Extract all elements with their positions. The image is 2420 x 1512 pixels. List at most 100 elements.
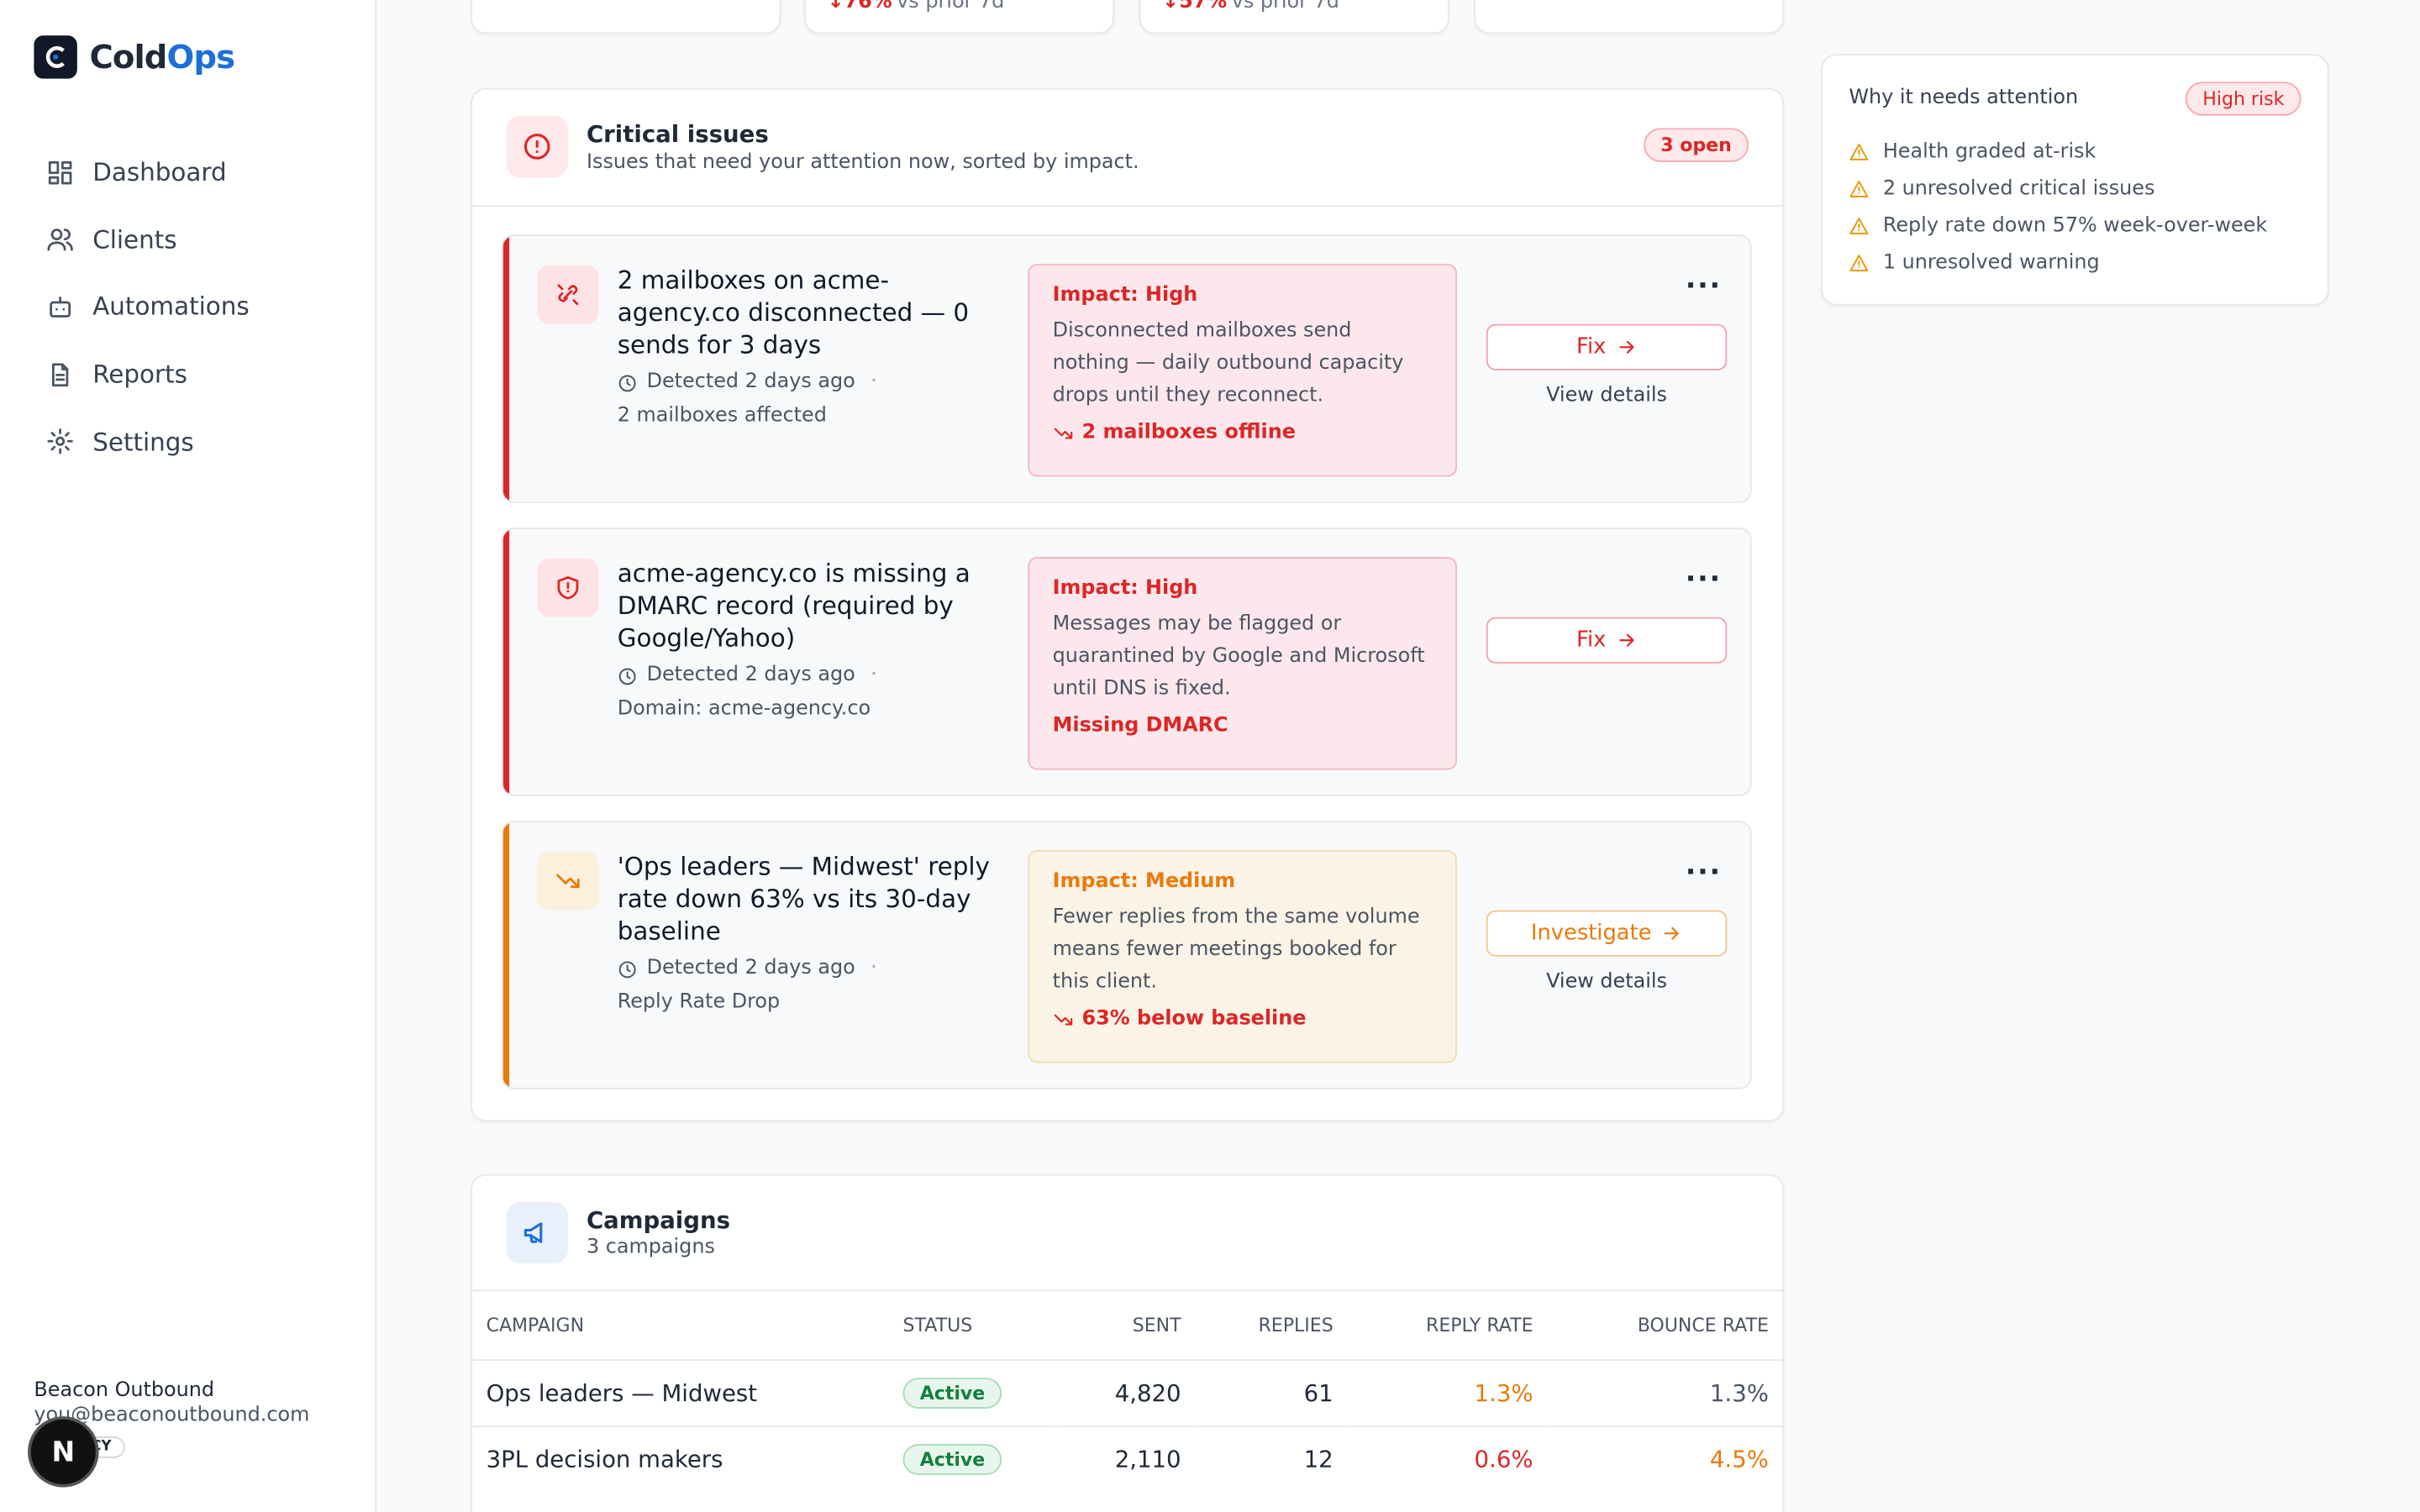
attention-text: Health graded at-risk xyxy=(1882,139,2096,163)
trend-icon xyxy=(1053,1008,1075,1030)
attention-list: Health graded at-risk 2 unresolved critic… xyxy=(1849,133,2267,281)
warning-icon xyxy=(1849,141,1869,161)
sidebar: ColdOps Dashboard Clients Automations Report… xyxy=(0,0,377,1512)
issue-meta: Detected 2 days ago 2 mailboxes affected xyxy=(618,365,1003,433)
metric-text: Missing DMARC xyxy=(1052,714,1228,738)
stat-card: ↓57% vs prior 7d xyxy=(1139,0,1449,34)
reply-rate: 0.6% xyxy=(1347,1425,1548,1493)
risk-badge: High risk xyxy=(2186,81,2302,116)
campaign-row[interactable]: 3PL decision makers Active 2,110 12 0.6% 4.5% xyxy=(472,1425,1783,1493)
impact-box: Impact: Medium Fewer replies from the sam… xyxy=(1028,850,1457,1063)
more-menu[interactable]: ··· xyxy=(1685,856,1722,889)
clock-icon xyxy=(618,666,638,686)
impact-box: Impact: High Messages may be flagged or q… xyxy=(1028,557,1457,770)
card-subtitle: 3 campaigns xyxy=(586,1236,715,1259)
header-icon xyxy=(506,1201,568,1264)
campaign-name: 3PL decision makers xyxy=(472,1425,889,1493)
impact-label: Impact: High xyxy=(1052,576,1198,601)
nav-label: Dashboard xyxy=(92,157,227,187)
arrow-icon xyxy=(1660,922,1682,944)
nav-icon xyxy=(46,226,74,254)
nav-item[interactable]: Clients xyxy=(46,206,250,273)
stat-note: vs prior 7d xyxy=(897,0,1005,14)
action-button[interactable]: Fix xyxy=(1486,323,1728,370)
action-label: Investigate xyxy=(1530,921,1652,946)
brand-name: ColdOps xyxy=(89,38,236,76)
nav-label: Automations xyxy=(92,292,250,322)
stat-delta: ↓76% xyxy=(827,0,892,14)
sent: 2,110 xyxy=(1055,1425,1196,1493)
issue-text: acme-agency.co is missing a DMARC record… xyxy=(618,557,1003,727)
clock-icon xyxy=(618,959,638,979)
nav-item[interactable]: Reports xyxy=(46,341,250,408)
status-badge: Active xyxy=(902,1444,1002,1475)
issue-meta: Detected 2 days ago Reply Rate Drop xyxy=(618,952,1003,1020)
view-details[interactable]: View details xyxy=(1546,970,1667,994)
issue-detected: Detected 2 days ago xyxy=(618,952,1003,985)
issue-text: 'Ops leaders — Midwest' reply rate down … xyxy=(618,850,1003,1020)
card-subtitle: Issues that need your attention now, sor… xyxy=(586,151,1139,175)
stat-card xyxy=(471,0,781,34)
header-row: CAMPAIGN STATUS SENT REPLIES REPLY RATE BOUNC… xyxy=(472,1290,1783,1360)
dev-indicator[interactable]: N xyxy=(30,1419,96,1484)
stat-card: ↓76% vs prior 7d xyxy=(803,0,1115,34)
stat-note: vs prior 7d xyxy=(1231,0,1339,14)
card-title: Campaigns xyxy=(586,1206,730,1235)
issue-card: 'Ops leaders — Midwest' reply rate down … xyxy=(501,821,1752,1089)
nav-icon xyxy=(46,159,74,186)
attention-item: Health graded at-risk xyxy=(1849,133,2267,170)
impact-metric: 2 mailboxes offline xyxy=(1053,421,1433,444)
action-label: Fix xyxy=(1576,627,1607,653)
impact-label: Impact: Medium xyxy=(1052,869,1236,894)
warning-icon xyxy=(1849,178,1869,198)
severity-bar xyxy=(502,529,510,795)
view-details[interactable]: View details xyxy=(1546,384,1667,407)
attention-text: 1 unresolved warning xyxy=(1882,250,2100,275)
arrow-icon xyxy=(1615,629,1637,651)
impact-metric: 63% below baseline xyxy=(1053,1007,1433,1031)
action-button[interactable]: Fix xyxy=(1486,617,1728,664)
issue-title: acme-agency.co is missing a DMARC record… xyxy=(617,558,971,653)
impact-label: Impact: High xyxy=(1052,283,1198,307)
campaigns-card: Campaigns 3 campaigns CAMPAIGN STATUS SENT RE… xyxy=(471,1173,1785,1512)
stat-card xyxy=(1474,0,1785,34)
brand-primary: Cold xyxy=(89,38,168,76)
action-button[interactable]: Investigate xyxy=(1486,910,1728,957)
issue-text: 2 mailboxes on acme-agency.co disconnect… xyxy=(618,264,1003,433)
nav-item[interactable]: Dashboard xyxy=(46,139,250,206)
more-menu[interactable]: ··· xyxy=(1685,563,1722,596)
stat-delta: ↓57% xyxy=(1162,0,1228,14)
bounce-rate: 4.5% xyxy=(1547,1425,1783,1493)
brand: ColdOps xyxy=(34,35,236,79)
nav-label: Clients xyxy=(92,224,177,255)
issue-card: 2 mailboxes on acme-agency.co disconnect… xyxy=(501,234,1752,503)
more-menu[interactable]: ··· xyxy=(1685,270,1722,303)
table-body: Ops leaders — Midwest Active 4,820 61 1.3% 1.… xyxy=(472,1359,1783,1493)
reply-rate: 1.3% xyxy=(1347,1359,1548,1427)
nav-item[interactable]: Automations xyxy=(46,273,250,340)
nav-item[interactable]: Settings xyxy=(46,408,250,475)
replies: 61 xyxy=(1195,1359,1348,1427)
attention-title: Why it needs attention xyxy=(1849,86,2079,110)
warning-icon xyxy=(1849,215,1869,235)
campaign-row[interactable]: Ops leaders — Midwest Active 4,820 61 1.3% 1.… xyxy=(472,1359,1783,1427)
issue-icon xyxy=(537,558,599,617)
campaign-name: Ops leaders — Midwest xyxy=(472,1359,889,1427)
nav-icon xyxy=(46,428,74,455)
clock-icon xyxy=(618,373,638,393)
issue-scope: Reply Rate Drop xyxy=(617,990,781,1014)
issue-detected: Detected 2 days ago xyxy=(618,659,1003,692)
issue-scope: Domain: acme-agency.co xyxy=(617,697,871,721)
impact-text: Disconnected mailboxes send nothing — da… xyxy=(1052,319,1404,407)
nav-label: Reports xyxy=(92,360,187,390)
sent: 4,820 xyxy=(1055,1359,1196,1427)
account-name: Beacon Outbound xyxy=(34,1379,215,1403)
column-header: STATUS xyxy=(902,1314,973,1336)
status-cell: Active xyxy=(888,1359,1056,1427)
bounce-rate: 1.3% xyxy=(1547,1359,1783,1427)
action-label: Fix xyxy=(1576,334,1607,360)
issue-detected: Detected 2 days ago xyxy=(618,365,1003,399)
trend-icon xyxy=(1053,422,1075,444)
header-icon xyxy=(506,115,568,178)
column-header: SENT xyxy=(1132,1314,1181,1336)
